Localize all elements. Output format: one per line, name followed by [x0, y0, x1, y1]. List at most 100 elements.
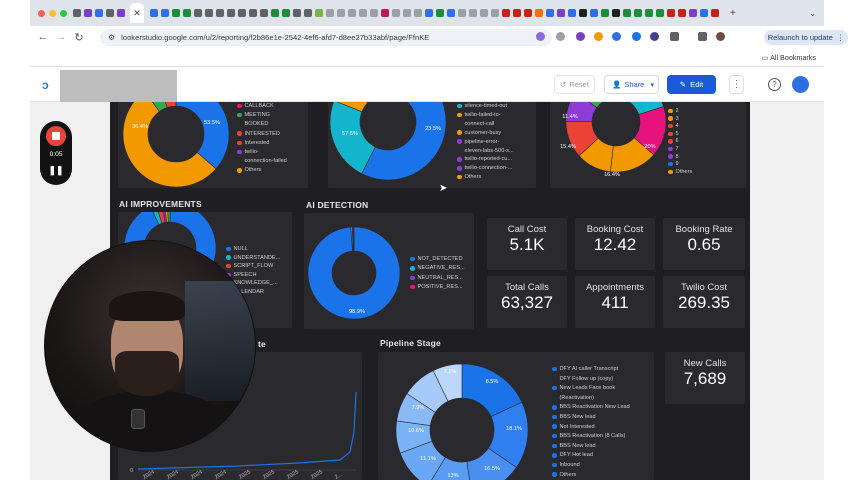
- end-reason-legend-item[interactable]: silence-timed-out: [457, 103, 507, 109]
- ai-improvements-legend-item[interactable]: UNDERSTANDE...: [226, 255, 280, 261]
- end-reason-legend-item[interactable]: Others: [457, 174, 481, 180]
- extension-icon[interactable]: [556, 32, 565, 41]
- tab-favicon[interactable]: [380, 9, 389, 17]
- more-options-icon[interactable]: ⋮: [729, 75, 744, 94]
- end-reason-legend-item[interactable]: customer-busy: [457, 130, 501, 136]
- tab-favicon[interactable]: [72, 9, 81, 17]
- numbers-slice[interactable]: [565, 102, 598, 123]
- tab-favicon[interactable]: [336, 9, 345, 17]
- tab-favicon[interactable]: [270, 9, 279, 17]
- reading-list-icon[interactable]: [698, 32, 707, 41]
- extension-icon[interactable]: [594, 32, 603, 41]
- pipeline-stage-legend-item[interactable]: Not Interested: [552, 424, 595, 430]
- kpi-new-calls[interactable]: New Calls 7,689: [665, 352, 745, 404]
- tab-favicon[interactable]: [281, 9, 290, 17]
- call-outcome-legend-item[interactable]: MEETING: [237, 112, 270, 118]
- reload-icon[interactable]: ↻: [74, 31, 84, 44]
- call-outcome-slice[interactable]: [159, 102, 177, 108]
- tab-favicon[interactable]: [226, 9, 235, 17]
- pipeline-stage-slice[interactable]: [432, 363, 463, 402]
- pipeline-stage-legend-item[interactable]: Others: [552, 472, 576, 478]
- kpi-call-cost[interactable]: Call Cost 5.1K: [487, 218, 567, 270]
- pipeline-stage-legend-item[interactable]: DFY Follow up (copy): [552, 376, 614, 382]
- tab-favicon[interactable]: [644, 9, 653, 17]
- tab-search-chevron-icon[interactable]: ⌄: [809, 8, 816, 18]
- help-icon[interactable]: ?: [768, 78, 781, 91]
- tab-favicon[interactable]: [699, 9, 708, 17]
- numbers-legend-item[interactable]: 5: [668, 131, 679, 137]
- call-outcome-legend-item[interactable]: BOOKED: [237, 121, 269, 127]
- pipeline-stage-legend-item[interactable]: Inbound: [552, 462, 580, 468]
- tab-favicon[interactable]: [633, 9, 642, 17]
- tab-favicon[interactable]: [534, 9, 543, 17]
- pause-recording-icon[interactable]: ❚❚: [48, 165, 64, 175]
- tab-favicon[interactable]: [545, 9, 554, 17]
- call-outcome-slice[interactable]: [122, 102, 217, 188]
- pipeline-stage-legend-item[interactable]: (Reactivation): [552, 395, 595, 401]
- pipeline-stage-card[interactable]: 8.5% 18.1% 16.5% 13% 11.1% 10.6% 7.9% 7.1%: [378, 352, 654, 480]
- end-reason-legend-item[interactable]: connect-call: [457, 121, 495, 127]
- ai-detection-card[interactable]: 98.9%: [304, 213, 474, 329]
- tab-favicon[interactable]: [589, 9, 598, 17]
- looker-studio-logo-icon[interactable]: ↄ: [42, 78, 49, 92]
- new-tab-icon[interactable]: +: [730, 7, 736, 19]
- call-outcome-legend-item[interactable]: Others: [237, 167, 261, 173]
- tab-favicon[interactable]: [314, 9, 323, 17]
- tab-favicon[interactable]: [424, 9, 433, 17]
- tab-favicon[interactable]: [83, 9, 92, 17]
- ai-detection-legend-item[interactable]: NEGATIVE_RES...: [410, 265, 465, 271]
- tab-favicon[interactable]: [149, 9, 158, 17]
- tab-favicon[interactable]: [215, 9, 224, 17]
- share-dropdown-chevron-icon[interactable]: ▾: [650, 81, 654, 89]
- tab-favicon[interactable]: [369, 9, 378, 17]
- tab-favicon[interactable]: [325, 9, 334, 17]
- tab-favicon[interactable]: [193, 9, 202, 17]
- numbers-legend-item[interactable]: 9: [668, 161, 679, 167]
- tab-favicon[interactable]: [457, 9, 466, 17]
- kpi-total-calls[interactable]: Total Calls 63,327: [487, 276, 567, 328]
- tab-favicon[interactable]: [237, 9, 246, 17]
- kpi-booking-rate[interactable]: Booking Rate 0.65: [663, 218, 745, 270]
- tab-favicon[interactable]: [710, 9, 719, 17]
- account-avatar[interactable]: [792, 76, 809, 93]
- kpi-twilio-cost[interactable]: Twilio Cost 269.35: [663, 276, 745, 328]
- ai-improvements-slice[interactable]: [167, 212, 171, 223]
- tab-active-close-icon[interactable]: ✕: [130, 3, 144, 23]
- tab-favicon[interactable]: [600, 9, 609, 17]
- numbers-legend-item[interactable]: 3: [668, 116, 679, 122]
- profile-avatar[interactable]: [716, 32, 725, 41]
- tab-favicon[interactable]: [501, 9, 510, 17]
- back-arrow-icon[interactable]: ←: [37, 31, 49, 43]
- extension-icon[interactable]: [632, 32, 641, 41]
- edit-button[interactable]: ✎ Edit: [667, 75, 716, 94]
- tab-favicon[interactable]: [116, 9, 125, 17]
- tab-favicon[interactable]: [347, 9, 356, 17]
- pipeline-stage-legend-item[interactable]: BBS New lead: [552, 414, 596, 420]
- ai-improvements-legend-item[interactable]: SCRIPT_FLOW: [226, 263, 273, 269]
- ai-detection-legend-item[interactable]: NEUTRAL_RES...: [410, 275, 463, 281]
- end-reason-slice[interactable]: [329, 102, 376, 175]
- numbers-card[interactable]: 11.4% 15.4% 16.4% 20%: [550, 102, 746, 188]
- tab-favicon[interactable]: [435, 9, 444, 17]
- pipeline-stage-legend-item[interactable]: BBS New lead: [552, 443, 596, 449]
- numbers-legend-item[interactable]: 6: [668, 138, 679, 144]
- tab-favicon[interactable]: [358, 9, 367, 17]
- tab-favicon[interactable]: [490, 9, 499, 17]
- call-outcome-legend-item[interactable]: Interested: [237, 140, 269, 146]
- tab-favicon[interactable]: [677, 9, 686, 17]
- ai-improvements-legend-item[interactable]: NULL: [226, 246, 248, 252]
- puzzle-extensions-icon[interactable]: [670, 32, 679, 41]
- minimize-window-dot[interactable]: [49, 9, 56, 17]
- numbers-legend-item[interactable]: 8: [668, 154, 679, 160]
- reset-button[interactable]: ↺ Reset: [554, 75, 595, 94]
- tab-favicon[interactable]: [413, 9, 422, 17]
- forward-arrow-icon[interactable]: →: [55, 31, 67, 43]
- tab-favicon[interactable]: [622, 9, 631, 17]
- close-window-dot[interactable]: [38, 9, 45, 17]
- tab-favicon[interactable]: [611, 9, 620, 17]
- tab-favicon[interactable]: [292, 9, 301, 17]
- end-reason-legend-item[interactable]: pipeline-error-: [457, 139, 499, 145]
- site-info-icon[interactable]: ⚙: [108, 33, 116, 42]
- end-reason-slice[interactable]: [346, 102, 375, 104]
- pipeline-stage-legend-item[interactable]: New Leads Face book: [552, 385, 615, 391]
